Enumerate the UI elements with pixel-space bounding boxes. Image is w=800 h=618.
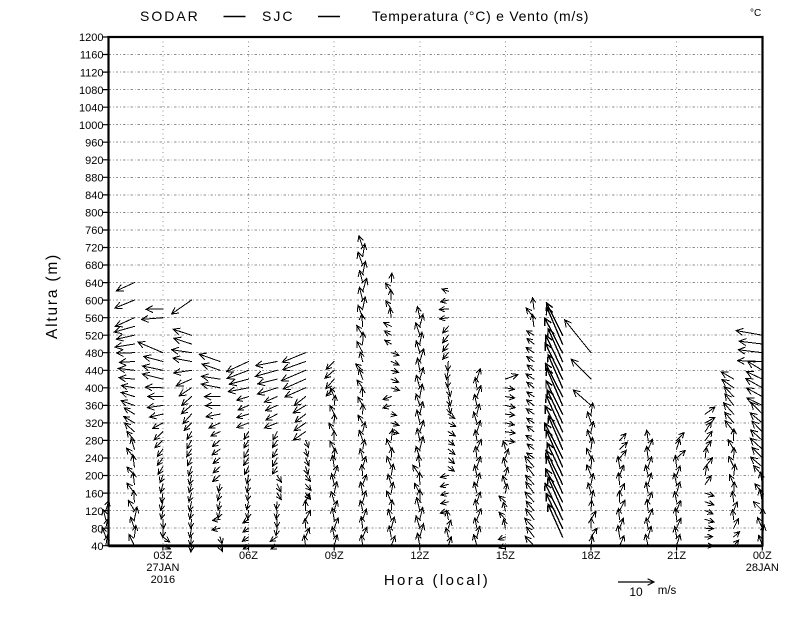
svg-text:1160: 1160 bbox=[80, 50, 104, 62]
svg-text:960: 960 bbox=[85, 137, 103, 149]
svg-text:560: 560 bbox=[85, 313, 103, 325]
svg-text:160: 160 bbox=[85, 488, 103, 500]
svg-text:800: 800 bbox=[85, 208, 103, 220]
svg-text:1040: 1040 bbox=[79, 102, 103, 114]
svg-text:1080: 1080 bbox=[79, 85, 103, 97]
svg-text:1200: 1200 bbox=[79, 32, 103, 44]
svg-text:80: 80 bbox=[91, 523, 103, 535]
svg-text:27JAN: 27JAN bbox=[146, 562, 179, 574]
svg-text:480: 480 bbox=[85, 348, 103, 360]
svg-text:10: 10 bbox=[629, 585, 643, 599]
svg-text:520: 520 bbox=[85, 330, 103, 342]
svg-text:09Z: 09Z bbox=[325, 550, 344, 562]
svg-text:Hora (local): Hora (local) bbox=[384, 572, 490, 589]
svg-text:15Z: 15Z bbox=[496, 550, 515, 562]
svg-text:200: 200 bbox=[85, 471, 103, 483]
svg-text:°C: °C bbox=[750, 8, 761, 19]
svg-text:840: 840 bbox=[85, 190, 103, 202]
svg-text:280: 280 bbox=[85, 436, 103, 448]
svg-text:1000: 1000 bbox=[79, 120, 103, 132]
svg-text:03Z: 03Z bbox=[153, 550, 172, 562]
svg-text:320: 320 bbox=[85, 418, 103, 430]
svg-text:120: 120 bbox=[85, 506, 103, 518]
svg-text:2016: 2016 bbox=[151, 574, 175, 586]
svg-text:Altura (m): Altura (m) bbox=[44, 253, 61, 339]
svg-text:00Z: 00Z bbox=[753, 550, 772, 562]
svg-text:28JAN: 28JAN bbox=[746, 562, 779, 574]
svg-text:12Z: 12Z bbox=[410, 550, 429, 562]
svg-text:1120: 1120 bbox=[80, 67, 104, 79]
svg-text:440: 440 bbox=[85, 366, 103, 378]
svg-text:680: 680 bbox=[85, 260, 103, 272]
svg-text:880: 880 bbox=[85, 173, 103, 185]
svg-text:600: 600 bbox=[85, 295, 103, 307]
svg-text:40: 40 bbox=[91, 541, 103, 553]
svg-text:21Z: 21Z bbox=[667, 550, 686, 562]
svg-text:720: 720 bbox=[85, 243, 103, 255]
svg-text:640: 640 bbox=[85, 278, 103, 290]
svg-text:360: 360 bbox=[85, 401, 103, 413]
svg-text:400: 400 bbox=[85, 383, 103, 395]
svg-text:240: 240 bbox=[85, 453, 103, 465]
svg-text:m/s: m/s bbox=[658, 585, 677, 597]
svg-text:06Z: 06Z bbox=[239, 550, 258, 562]
svg-text:18Z: 18Z bbox=[582, 550, 601, 562]
svg-text:920: 920 bbox=[85, 155, 103, 167]
svg-text:760: 760 bbox=[85, 225, 103, 237]
